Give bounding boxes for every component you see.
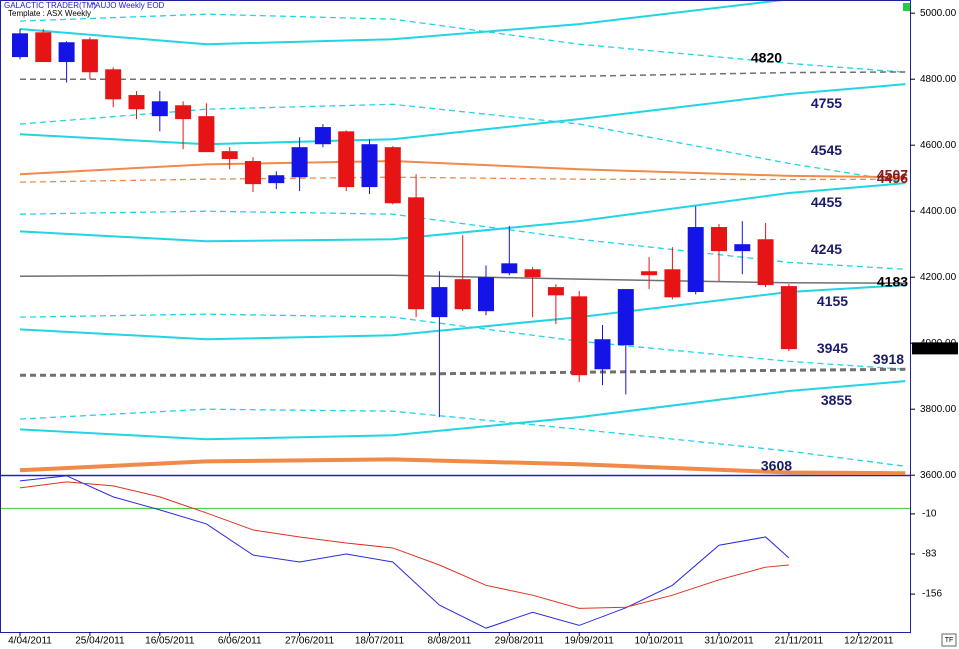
y-tick-label: 4200.00 <box>920 272 957 283</box>
x-tick-label: 19/09/2011 <box>565 636 615 647</box>
overlay-line <box>19 176 906 183</box>
candle-body <box>664 269 681 298</box>
line-label: 4496 <box>877 170 908 186</box>
x-tick-label: 4/04/2011 <box>8 636 52 647</box>
overlay-line <box>19 408 906 467</box>
y-tick-label: -10 <box>922 509 937 520</box>
line-label: 4507 <box>877 167 908 183</box>
template: Template : ASX Weekly <box>8 9 91 18</box>
candle-body <box>687 227 704 293</box>
y-tick-label: 3800.00 <box>920 404 957 415</box>
candle-body <box>221 151 238 160</box>
product-name: GALACTIC TRADER(TM) <box>4 1 96 10</box>
overlay-line <box>19 83 906 146</box>
overlay-line <box>19 210 906 270</box>
line-label: 3945 <box>817 340 848 356</box>
candle-body <box>338 131 355 188</box>
candle-body <box>711 227 727 252</box>
line-label: 4245 <box>811 241 842 257</box>
candle-body <box>571 296 588 376</box>
overlay-line <box>19 380 906 441</box>
x-tick-label: 12/12/2011 <box>844 636 894 647</box>
line-label: 4545 <box>811 142 842 158</box>
oscillator-line <box>19 481 789 609</box>
line-label: 4755 <box>811 95 842 111</box>
candle-body <box>361 144 378 188</box>
candle-body <box>547 287 564 296</box>
candle-body <box>408 197 425 310</box>
price-panel <box>12 1 906 475</box>
x-tick-label: 16/05/2011 <box>145 636 195 647</box>
y-tick-label: -83 <box>922 549 937 560</box>
overlay-line <box>19 284 906 341</box>
line-label: 4820 <box>751 49 782 65</box>
candle-body <box>384 147 401 204</box>
y-tick-label: 3600.00 <box>920 470 957 481</box>
candle-body <box>291 147 308 178</box>
candle-body <box>314 127 331 145</box>
overlay-line <box>19 457 906 475</box>
x-tick-label: 31/10/2011 <box>704 636 754 647</box>
last-price-box <box>912 342 958 355</box>
overlay-line <box>19 13 906 73</box>
corner-icon[interactable] <box>903 3 910 11</box>
line-label: 4183 <box>877 274 908 290</box>
line-label: 4455 <box>811 194 842 210</box>
last-price-label: 3984.30 <box>914 343 951 354</box>
overlay-line <box>19 182 906 243</box>
overlay-line <box>19 313 906 370</box>
candle-body <box>12 33 28 58</box>
overlay-line <box>20 71 906 80</box>
line-label: 4155 <box>817 293 848 309</box>
candle-body <box>501 263 518 274</box>
candle-body <box>478 277 494 312</box>
candle-body <box>81 39 98 73</box>
y-tick-label: 4800.00 <box>920 74 957 85</box>
oscillator-panel <box>1 476 910 629</box>
candle-body <box>594 339 611 370</box>
x-tick-label: 6/06/2011 <box>218 636 262 647</box>
candle-body <box>58 42 75 63</box>
x-tick-label: 29/08/2011 <box>495 636 545 647</box>
candle-body <box>734 244 751 252</box>
line-label: 3855 <box>821 392 852 408</box>
candle-body <box>431 287 448 318</box>
candle-body <box>198 116 215 153</box>
overlay-line <box>20 367 906 377</box>
candle-body <box>641 271 658 276</box>
candle-body <box>105 69 122 100</box>
tf-button-label: TF <box>945 637 954 644</box>
x-tick-label: 18/07/2011 <box>355 636 405 647</box>
y-tick-label: 4400.00 <box>920 206 957 217</box>
x-tick-label: 8/08/2011 <box>428 636 472 647</box>
line-label: 3608 <box>761 457 792 473</box>
candle-body <box>617 289 634 346</box>
candle-body <box>128 95 145 110</box>
x-tick-label: 27/06/2011 <box>285 636 335 647</box>
candle-body <box>757 239 774 286</box>
candle-body <box>524 269 541 278</box>
x-tick-label: 10/10/2011 <box>634 636 684 647</box>
line-label: 3918 <box>873 351 904 367</box>
y-tick-label: 5000.00 <box>920 8 957 19</box>
candle-body <box>268 175 285 184</box>
candle-body <box>245 161 261 185</box>
tf-button[interactable] <box>941 633 957 647</box>
y-tick-label: -156 <box>922 589 942 600</box>
overlay-line <box>19 160 906 179</box>
oscillator-line <box>19 476 790 629</box>
symbol: *AUJO Weekly EOD <box>92 1 165 10</box>
y-tick-label: 4600.00 <box>920 140 957 151</box>
overlay-line <box>19 1 784 46</box>
candle-body <box>175 105 192 120</box>
x-tick-label: 25/04/2011 <box>75 636 125 647</box>
x-tick-label: 21/11/2011 <box>775 636 824 647</box>
candle-body <box>780 286 797 350</box>
candle-body <box>35 32 52 63</box>
candle-body <box>454 279 471 310</box>
candle-body <box>151 101 168 117</box>
